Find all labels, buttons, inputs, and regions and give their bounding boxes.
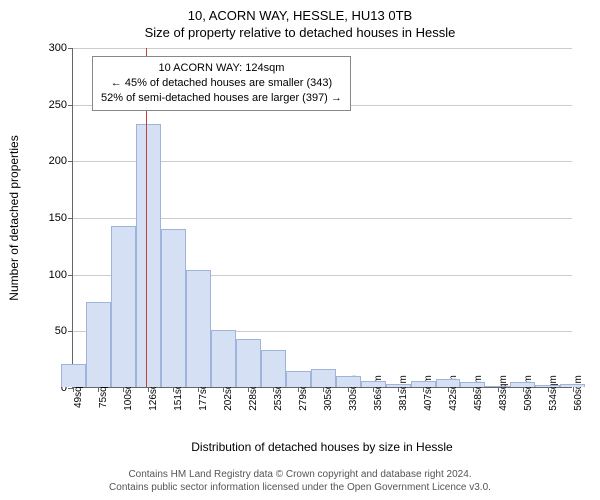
histogram-bar [436,379,461,387]
histogram-bar [411,381,436,387]
histogram-bar [136,124,161,387]
histogram-bar [386,384,411,387]
chart-title-sub: Size of property relative to detached ho… [0,23,600,40]
annotation-line: ← 45% of detached houses are smaller (34… [101,76,342,91]
y-tick-label: 100 [49,269,73,281]
x-axis-label: Distribution of detached houses by size … [72,440,572,454]
annotation-box: 10 ACORN WAY: 124sqm← 45% of detached ho… [92,56,351,111]
histogram-bar [236,339,261,387]
x-tick-label: 560sqm [573,375,584,411]
y-tick-label: 250 [49,99,73,111]
histogram-bar [311,369,336,387]
x-tick-label: 458sqm [473,375,484,411]
histogram-bar [286,371,311,387]
y-tick-label: 300 [49,42,73,54]
histogram-bar [485,386,510,387]
footer-line-2: Contains public sector information licen… [0,481,600,494]
histogram-bar [535,385,560,387]
footer-attribution: Contains HM Land Registry data © Crown c… [0,468,600,494]
histogram-bar [460,382,485,387]
y-tick-label: 150 [49,212,73,224]
histogram-bar [336,376,361,387]
y-tick-label: 50 [55,325,73,337]
histogram-bar [161,229,186,387]
chart-container: 10, ACORN WAY, HESSLE, HU13 0TB Size of … [0,0,600,500]
gridline [73,48,572,49]
footer-line-1: Contains HM Land Registry data © Crown c… [0,468,600,481]
x-tick-label: 534sqm [548,375,559,411]
histogram-bar [61,364,86,387]
histogram-bar [211,330,236,387]
histogram-bar [560,384,585,387]
y-tick-label: 200 [49,155,73,167]
chart-title-main: 10, ACORN WAY, HESSLE, HU13 0TB [0,0,600,23]
histogram-bar [361,381,386,387]
histogram-bar [111,226,136,387]
x-tick-label: 483sqm [498,375,509,411]
histogram-bar [510,382,535,387]
histogram-bar [186,270,211,387]
x-tick-label: 509sqm [523,375,534,411]
histogram-bar [261,350,286,387]
histogram-bar [86,302,111,387]
annotation-line: 10 ACORN WAY: 124sqm [101,61,342,76]
annotation-line: 52% of semi-detached houses are larger (… [101,91,342,106]
x-tick-label: 381sqm [398,375,409,411]
y-axis-label: Number of detached properties [7,135,21,300]
